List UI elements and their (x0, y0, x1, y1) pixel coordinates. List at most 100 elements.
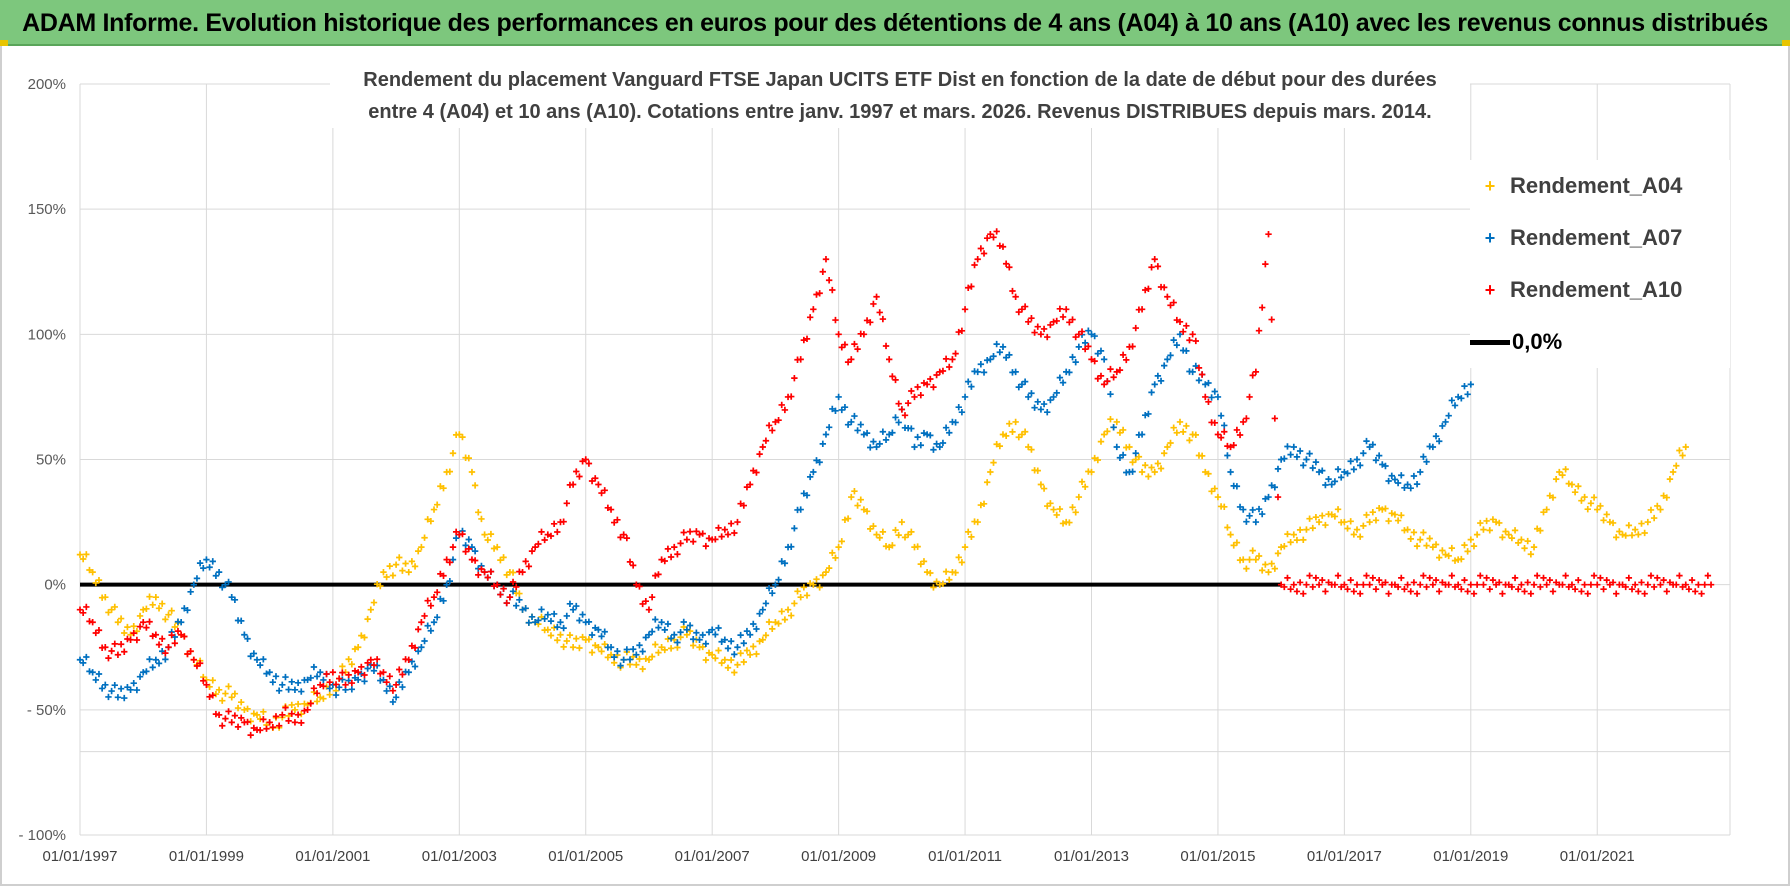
data-point-a07 (1006, 351, 1013, 359)
data-point-a07 (177, 619, 185, 626)
data-point-a07 (1075, 343, 1083, 351)
data-point-a07 (841, 403, 849, 411)
data-point-a07 (819, 440, 827, 448)
data-point-a07 (76, 656, 84, 663)
data-point-a07 (528, 613, 536, 621)
data-point-a04 (301, 700, 308, 708)
data-point-a10 (705, 535, 713, 542)
data-point-a10 (1398, 574, 1405, 582)
data-point-a10 (335, 675, 343, 682)
data-point-a07 (294, 679, 302, 686)
data-point-a10 (933, 371, 940, 379)
data-point-a10 (1600, 585, 1607, 593)
data-point-a10 (923, 381, 931, 388)
data-point-a10 (667, 553, 675, 561)
data-point-a04 (1167, 439, 1174, 447)
data-point-a07 (1056, 374, 1064, 381)
data-point-a10 (354, 669, 362, 676)
data-point-a07 (162, 656, 169, 663)
data-point-a10 (1110, 374, 1117, 381)
data-point-a10 (228, 719, 235, 726)
data-point-a07 (206, 564, 213, 571)
data-point-a10 (127, 636, 134, 643)
data-point-a07 (756, 610, 763, 617)
data-point-a07 (791, 525, 798, 532)
data-point-a10 (538, 528, 545, 536)
data-point-a04 (1274, 550, 1282, 557)
data-point-a04 (797, 593, 804, 601)
data-point-a04 (1543, 506, 1550, 513)
data-point-a07 (652, 616, 659, 623)
data-point-a04 (405, 568, 412, 576)
data-point-a07 (288, 678, 295, 685)
data-point-a10 (162, 649, 169, 657)
data-point-a07 (241, 631, 248, 638)
data-point-a04 (1186, 437, 1193, 444)
data-point-a04 (386, 562, 393, 570)
data-point-a07 (272, 673, 280, 680)
data-point-a10 (424, 597, 431, 604)
data-point-a10 (247, 731, 254, 739)
data-point-a10 (1331, 581, 1339, 588)
data-point-a07 (671, 631, 678, 638)
data-point-a07 (92, 676, 100, 684)
data-point-a07 (1303, 456, 1310, 463)
data-point-a10 (83, 603, 90, 611)
data-point-a07 (136, 673, 144, 680)
data-point-a04 (1575, 483, 1582, 490)
data-point-a04 (712, 655, 719, 662)
data-point-a04 (1227, 531, 1234, 538)
data-point-a04 (569, 644, 577, 651)
data-point-a04 (655, 649, 662, 656)
data-point-a10 (1189, 331, 1196, 338)
data-point-a10 (1375, 576, 1383, 584)
data-point-a10 (911, 393, 918, 401)
data-point-a04 (317, 694, 324, 701)
data-point-a04 (471, 482, 479, 489)
corner-decoration-left (0, 40, 8, 46)
data-point-a04 (1682, 443, 1689, 451)
data-point-a10 (1549, 588, 1557, 595)
data-point-a04 (652, 641, 659, 648)
data-point-a10 (1123, 356, 1130, 364)
data-point-a10 (1527, 590, 1535, 597)
data-point-a07 (873, 443, 880, 451)
data-point-a10 (778, 401, 785, 409)
data-point-a10 (313, 690, 321, 697)
data-point-a10 (690, 538, 697, 545)
title-banner: ADAM Informe. Evolution historique des p… (0, 0, 1790, 46)
data-point-a10 (550, 520, 558, 528)
data-point-a04 (946, 576, 953, 583)
data-point-a07 (895, 419, 902, 426)
data-point-a10 (168, 631, 175, 639)
data-point-a07 (1050, 393, 1057, 401)
data-point-a07 (1467, 381, 1474, 388)
data-point-a07 (298, 688, 305, 695)
data-point-a07 (737, 631, 744, 639)
data-point-a10 (361, 671, 368, 679)
banner-title: ADAM Informe. Evolution historique des p… (22, 8, 1768, 37)
data-point-a10 (1012, 293, 1019, 300)
data-point-a04 (791, 600, 798, 607)
data-point-a10 (876, 309, 883, 316)
data-point-a07 (1429, 443, 1437, 451)
data-point-a07 (1417, 468, 1424, 476)
data-point-a04 (1521, 545, 1528, 552)
data-point-a07 (1028, 390, 1035, 397)
data-point-a10 (1448, 572, 1456, 579)
legend-zero-line-swatch (1470, 339, 1510, 345)
data-point-a04 (788, 612, 795, 619)
data-point-a10 (952, 350, 959, 357)
data-point-a10 (506, 593, 514, 601)
data-point-a07 (579, 611, 586, 618)
data-point-a10 (329, 669, 337, 676)
data-point-a07 (127, 686, 134, 694)
data-point-a07 (1164, 356, 1171, 363)
data-point-a07 (509, 588, 517, 595)
data-point-a07 (117, 685, 125, 692)
data-point-a07 (269, 678, 277, 686)
data-point-a10 (1578, 588, 1585, 595)
data-point-a10 (1546, 576, 1554, 584)
data-point-a04 (870, 522, 877, 530)
data-point-a07 (715, 624, 722, 632)
